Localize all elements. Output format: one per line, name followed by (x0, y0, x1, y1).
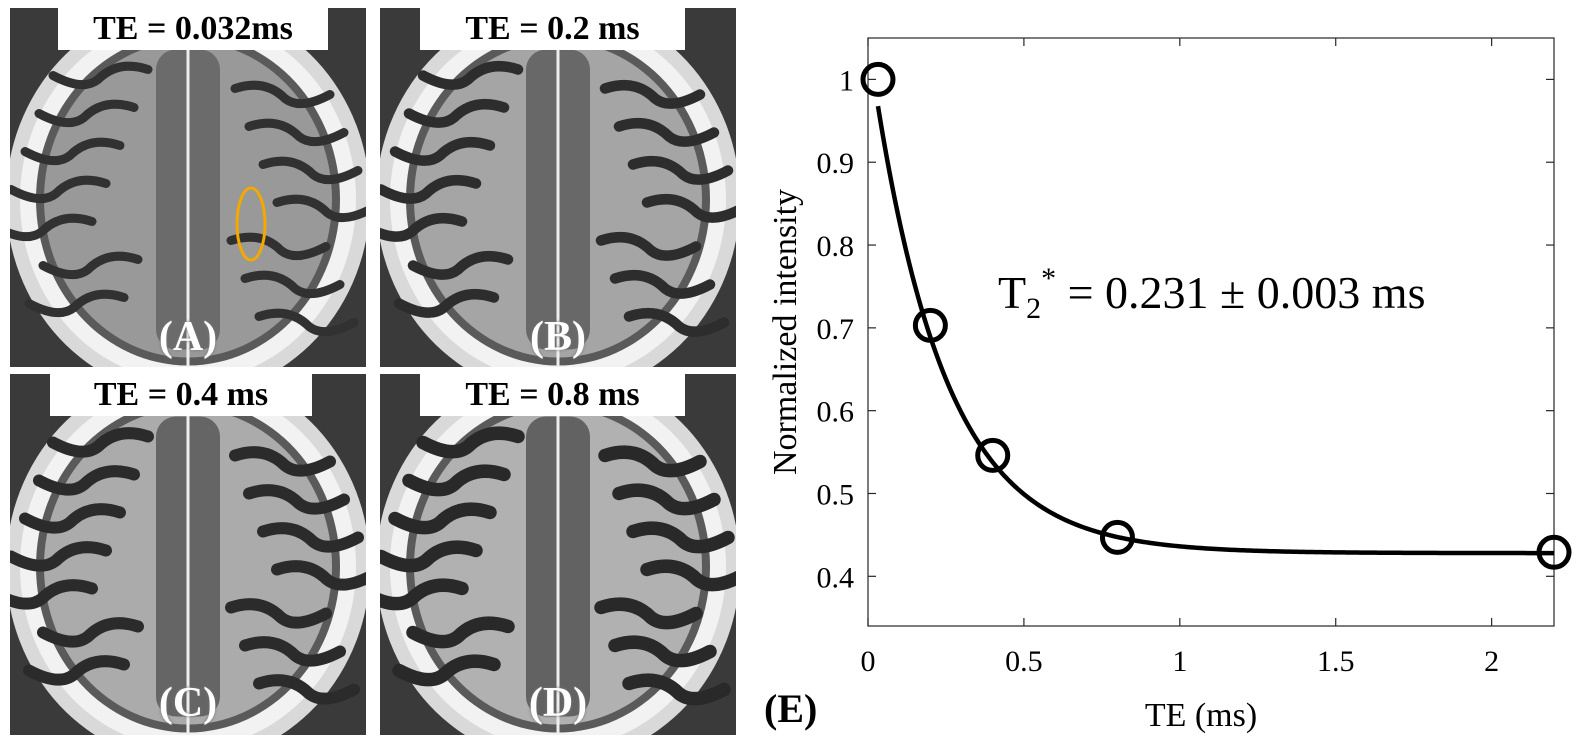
data-point (912, 307, 948, 343)
gyrus-mark (10, 175, 111, 204)
gyrus-mark (609, 269, 716, 299)
panel-letter-c: (C) (158, 680, 218, 726)
gyrus-mark (613, 117, 720, 147)
gyrus-mark (416, 426, 525, 459)
gyrus-mark (407, 250, 514, 280)
gyrus-mark (626, 521, 735, 554)
panel-letter-b: (B) (530, 314, 586, 360)
y-tick-label: 1 (839, 64, 854, 97)
gyrus-mark (622, 673, 731, 706)
gyrus-mark (20, 137, 125, 166)
data-point (975, 437, 1011, 473)
brain-slice-image (10, 8, 366, 367)
x-axis-label: TE (ms) (1145, 697, 1257, 734)
t2-annotation: T2* = 0.231 ± 0.003 ms (998, 262, 1425, 325)
gyrus-mark (417, 60, 524, 90)
x-tick-label: 0.5 (1005, 645, 1043, 678)
y-tick-label: 0.6 (817, 396, 855, 429)
gyrus-mark (10, 541, 112, 572)
data-point (1536, 534, 1572, 570)
y-tick-label: 0.5 (817, 478, 855, 511)
mri-panel-d: TE = 0.8 ms (D) (380, 374, 736, 735)
gyrus-mark (10, 579, 98, 610)
gyrus-mark (380, 174, 482, 204)
gyrus-mark (640, 559, 736, 592)
gyrus-mark (243, 484, 350, 515)
brain-slice-image (10, 374, 366, 735)
gyrus-mark (34, 99, 139, 128)
gyrus-mark (254, 308, 359, 337)
gyrus-mark (595, 231, 702, 261)
gyrus-mark (240, 270, 345, 299)
gyrus-mark (230, 80, 335, 109)
gyrus-mark (380, 540, 483, 573)
gyrus-mark (403, 98, 510, 128)
panel-letter-d: (D) (528, 680, 588, 726)
panel-letter-e: (E) (764, 686, 818, 731)
mri-panel-c: TE = 0.4 ms (C) (10, 374, 366, 735)
gyrus-mark (47, 427, 154, 458)
gyrus-mark (402, 464, 511, 497)
gyrus-mark (225, 598, 332, 629)
gyrus-mark (599, 79, 706, 109)
gyrus-mark (612, 483, 721, 516)
te-label-d: TE = 0.8 ms (420, 374, 685, 416)
gyrus-mark (627, 155, 734, 185)
gyrus-mark (239, 636, 346, 667)
data-point (1099, 519, 1135, 555)
brain-slice-image (380, 374, 736, 735)
gyrus-mark (388, 502, 497, 535)
gyrus-mark (380, 578, 469, 611)
gyrus-mark (10, 213, 97, 242)
gyrus-mark (229, 446, 336, 477)
y-tick-label: 0.7 (817, 313, 855, 346)
gyrus-mark (380, 212, 468, 242)
x-tick-label: 2 (1484, 645, 1499, 678)
gyrus-mark (253, 674, 360, 705)
gyrus-mark (623, 307, 730, 337)
gyrus-mark (393, 288, 500, 318)
gyrus-mark (406, 616, 515, 649)
x-tick-label: 0 (861, 645, 876, 678)
gyrus-mark (226, 232, 331, 261)
y-tick-label: 0.4 (817, 561, 855, 594)
gyrus-mark (272, 194, 366, 223)
gyrus-mark (389, 136, 496, 166)
gyrus-mark (244, 118, 349, 147)
y-tick-label: 0.8 (817, 230, 855, 263)
gyrus-mark (257, 522, 364, 553)
gyrus-mark (641, 193, 736, 223)
gyrus-mark (23, 655, 130, 686)
x-tick-label: 1 (1172, 645, 1187, 678)
y-axis-label: Normalized intensity (767, 189, 804, 475)
x-tick-label: 1.5 (1317, 645, 1355, 678)
gyrus-mark (37, 617, 144, 648)
mri-panel-a: TE = 0.032ms (A) (10, 8, 366, 367)
gyrus-mark (33, 465, 140, 496)
panel-letter-a: (A) (158, 314, 218, 360)
gyrus-mark (271, 560, 366, 591)
plot-area (867, 37, 1555, 627)
data-point (860, 61, 896, 97)
gyrus-mark (258, 156, 363, 185)
gyrus-mark (594, 597, 703, 630)
gyrus-mark (38, 251, 143, 280)
gyrus-mark (598, 445, 707, 478)
gyrus-mark (392, 654, 501, 687)
roi-ellipse (235, 186, 267, 262)
gyrus-mark (608, 635, 717, 668)
brain-slice-image (380, 8, 736, 367)
gyrus-mark (48, 61, 153, 90)
fit-curve (875, 105, 1554, 556)
te-label-b: TE = 0.2 ms (420, 8, 685, 50)
t2-decay-chart: 0 0.5 1 1.5 2 0.4 0.5 0.6 0.7 0.8 0.9 1 TE (ms) Norma… (767, 37, 1572, 734)
gyrus-mark (19, 503, 126, 534)
te-label-c: TE = 0.4 ms (50, 374, 312, 416)
te-label-a: TE = 0.032ms (58, 8, 328, 50)
gyrus-mark (24, 289, 129, 318)
mri-panel-b: TE = 0.2 ms (B) (380, 8, 736, 367)
y-tick-label: 0.9 (817, 147, 855, 180)
